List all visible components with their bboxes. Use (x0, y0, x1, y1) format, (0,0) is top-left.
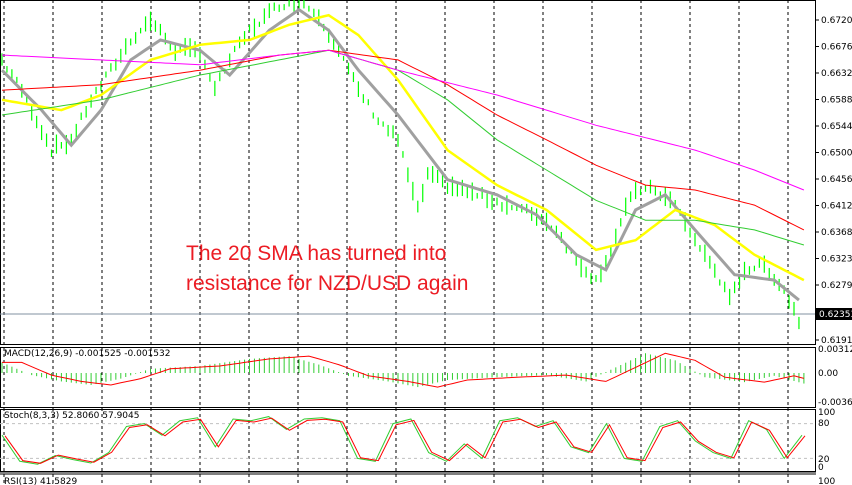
magenta_ma-line (1, 49, 805, 191)
macd-signal-line (2, 352, 805, 388)
stoch-main-line (1, 416, 803, 465)
panel-separator (0, 472, 816, 475)
macd-label: MACD(12,26,9) -0.001525 -0.001532 (4, 349, 170, 359)
current-price-label: 0.62353 (819, 310, 852, 320)
stoch-tick-label: 0 (818, 463, 824, 473)
annotation-line-1: The 20 SMA has turned into (186, 242, 447, 265)
red_ma-line (1, 49, 805, 231)
macd-tick-label: 0.00 (818, 369, 838, 379)
stoch-tick-label: 80 (818, 419, 830, 429)
rsi-tick-label: 100 (818, 477, 835, 485)
macd-panel (1, 352, 805, 388)
rsi-label: RSI(13) 41.5829 (4, 477, 77, 485)
stoch-label: Stoch(8,3,3) 52.8060 57.9045 (4, 411, 139, 421)
macd-tick-label: -0.003674 (818, 398, 852, 408)
macd-frame (0, 347, 816, 408)
price-panel (0, 0, 805, 330)
yellow_ma-line (1, 13, 805, 282)
stoch-tick-label: 100 (818, 408, 835, 418)
macd-tick-label: 0.003127 (818, 345, 852, 355)
sma20-line (0, 7, 800, 302)
stoch-frame (0, 409, 816, 472)
price-frame (0, 0, 816, 345)
green_ma-line (1, 49, 805, 246)
current-price-box (816, 308, 852, 320)
stoch-panel (0, 416, 815, 465)
annotation-line-2: resistance for NZD/USD again (186, 272, 469, 295)
grid-lines (0, 0, 816, 485)
stoch-tick-label: 20 (818, 455, 830, 465)
stoch-signal-line (4, 417, 806, 464)
